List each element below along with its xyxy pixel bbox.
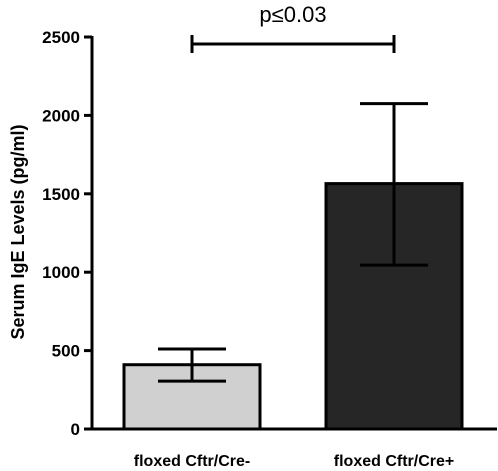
y-tick-label: 1000	[42, 263, 80, 282]
x-category-label: floxed Cftr/Cre+	[334, 453, 454, 470]
y-tick-label: 2500	[42, 28, 80, 47]
x-category-label: floxed Cftr/Cre-	[134, 453, 250, 470]
y-tick-label: 2000	[42, 106, 80, 125]
y-axis-label: Serum IgE Levels (pg/ml)	[8, 124, 28, 339]
p-value-label: p≤0.03	[259, 2, 326, 27]
y-tick-label: 1500	[42, 185, 80, 204]
y-tick-label: 0	[71, 420, 80, 439]
y-tick-label: 500	[52, 342, 80, 361]
